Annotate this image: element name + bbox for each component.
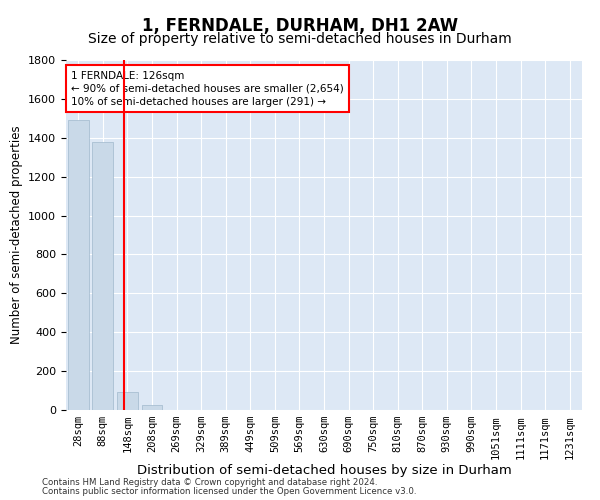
Bar xyxy=(117,392,138,410)
Y-axis label: Number of semi-detached properties: Number of semi-detached properties xyxy=(10,126,23,344)
Text: Contains HM Land Registry data © Crown copyright and database right 2024.: Contains HM Land Registry data © Crown c… xyxy=(42,478,377,487)
Text: 1, FERNDALE, DURHAM, DH1 2AW: 1, FERNDALE, DURHAM, DH1 2AW xyxy=(142,18,458,36)
Text: 1 FERNDALE: 126sqm
← 90% of semi-detached houses are smaller (2,654)
10% of semi: 1 FERNDALE: 126sqm ← 90% of semi-detache… xyxy=(71,70,344,107)
X-axis label: Distribution of semi-detached houses by size in Durham: Distribution of semi-detached houses by … xyxy=(137,464,511,477)
Bar xyxy=(142,405,163,410)
Text: Contains public sector information licensed under the Open Government Licence v3: Contains public sector information licen… xyxy=(42,487,416,496)
Bar xyxy=(68,120,89,410)
Bar xyxy=(92,142,113,410)
Text: Size of property relative to semi-detached houses in Durham: Size of property relative to semi-detach… xyxy=(88,32,512,46)
